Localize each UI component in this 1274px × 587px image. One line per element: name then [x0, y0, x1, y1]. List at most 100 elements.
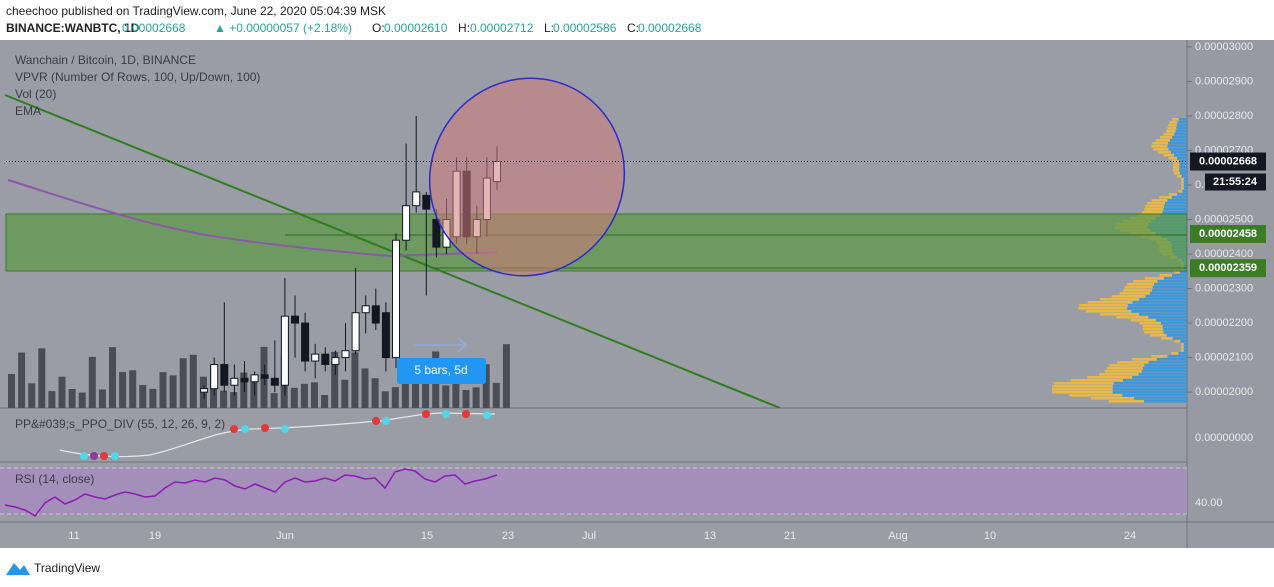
vpvr-down	[1130, 319, 1157, 322]
candle-body	[321, 353, 330, 366]
vpvr-up	[1113, 382, 1187, 385]
vpvr-up	[1112, 391, 1187, 394]
volume-bar	[401, 367, 409, 408]
vpvr-up	[1123, 379, 1187, 382]
vpvr-down	[1181, 349, 1184, 352]
vpvr-down	[1131, 358, 1157, 361]
vpvr-up	[1167, 199, 1187, 202]
vpvr-up	[1178, 118, 1187, 121]
price-axis-background	[1187, 40, 1274, 548]
vpvr-up	[1145, 295, 1187, 298]
vpvr-down	[1070, 379, 1124, 382]
vpvr-down	[1142, 325, 1163, 328]
vpvr-down	[1144, 331, 1164, 334]
vpvr-down	[1052, 388, 1113, 391]
vpvr-down	[1085, 310, 1132, 313]
vpvr-up	[1134, 397, 1187, 400]
candle-body	[270, 377, 279, 386]
vpvr-down	[1139, 322, 1161, 325]
vpvr-up	[1169, 139, 1187, 142]
x-tick-label: 23	[502, 530, 514, 542]
volume-bar	[169, 375, 177, 408]
volume-bar	[109, 347, 116, 408]
ppo-dot	[111, 452, 119, 460]
vpvr-up	[1172, 136, 1187, 139]
vpvr-up	[1144, 364, 1187, 367]
candle-body	[351, 312, 360, 352]
vpvr-up	[1175, 130, 1187, 133]
vpvr-up	[1156, 358, 1187, 361]
high-label: H:	[458, 21, 470, 35]
vpvr-down	[1150, 334, 1167, 337]
vpvr-up	[1152, 286, 1187, 289]
vpvr-down	[1078, 307, 1128, 310]
price-tag-label: 0.00002458	[1199, 228, 1257, 240]
candle-body	[220, 364, 229, 386]
volume-bar	[391, 387, 399, 408]
legend-entry: Wanchain / Bitcoin, 1D, BINANCE	[15, 53, 196, 67]
vpvr-up	[1181, 175, 1187, 178]
vpvr-down	[1104, 370, 1142, 373]
y-tick-label: 0.00002800	[1195, 110, 1253, 122]
countdown-tag	[1205, 173, 1266, 191]
legend-entry: Vol (20)	[15, 87, 56, 101]
x-tick-label: 10	[984, 530, 996, 542]
vpvr-up	[1131, 310, 1187, 313]
vpvr-up	[1168, 142, 1187, 145]
vpvr-up	[1176, 127, 1187, 130]
vpvr-up	[1182, 190, 1187, 193]
last-price: 0.00002668	[122, 21, 186, 35]
volume-bar	[422, 364, 430, 408]
price-tag	[1190, 152, 1266, 171]
vpvr-down	[1053, 382, 1114, 385]
high-value: 0.00002712	[470, 21, 534, 35]
vpvr-down	[1069, 394, 1123, 397]
vpvr-down	[1142, 328, 1163, 331]
vpvr-up	[1142, 367, 1187, 370]
vpvr-up	[1183, 181, 1187, 184]
ppo-dot	[80, 452, 88, 460]
volume-bar	[129, 370, 137, 408]
vpvr-up	[1122, 394, 1187, 397]
candle-body	[341, 350, 350, 359]
open-label: O:	[372, 21, 385, 35]
price-tag-label: 0.00002359	[1199, 262, 1257, 274]
vpvr-up	[1183, 184, 1187, 187]
vpvr-up	[1127, 307, 1187, 310]
volume-bar	[189, 354, 197, 408]
vpvr-down	[1152, 142, 1169, 145]
vpvr-down	[1116, 316, 1149, 319]
volume-bar	[119, 371, 127, 408]
vpvr-down	[1151, 355, 1168, 358]
vpvr-up	[1180, 340, 1187, 343]
rsi-band	[0, 468, 1187, 514]
ema-line	[7, 179, 498, 258]
vpvr-down	[1181, 343, 1184, 346]
vpvr-up	[1148, 316, 1187, 319]
vpvr-down	[1124, 286, 1153, 289]
vpvr-up	[1174, 154, 1187, 157]
volume-bar	[462, 389, 470, 408]
ppo-dot	[100, 452, 108, 460]
y-tick-label: 0.00003000	[1195, 41, 1253, 53]
vpvr-up	[1180, 271, 1187, 274]
candle-body	[392, 239, 400, 359]
vpvr-up	[1164, 202, 1187, 205]
vpvr-down	[1099, 313, 1140, 316]
vpvr-down	[1146, 202, 1165, 205]
ppo-dot	[442, 410, 450, 418]
vpvr-up	[1132, 376, 1187, 379]
vpvr-up	[1151, 289, 1187, 292]
volume-bar	[492, 382, 500, 408]
candle-body	[250, 374, 259, 383]
volume-bar	[149, 388, 157, 408]
y-tick-label: 0.00002100	[1195, 352, 1253, 364]
volume-bar	[412, 366, 419, 408]
volume-bar	[240, 372, 248, 408]
vpvr-up	[1176, 124, 1187, 127]
vpvr-down	[1133, 280, 1158, 283]
vpvr-down	[1087, 376, 1133, 379]
vpvr-down	[1151, 199, 1168, 202]
ppo-dot	[261, 424, 269, 432]
